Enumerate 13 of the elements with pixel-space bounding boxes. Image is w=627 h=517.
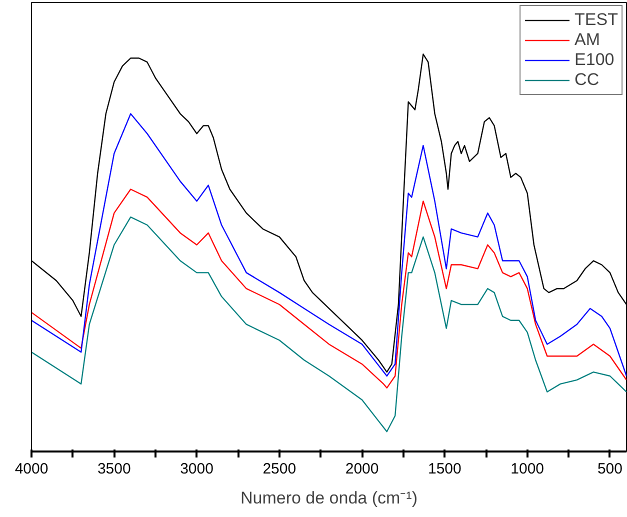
- x-tick-label: 4000: [14, 460, 48, 478]
- x-tick-label: 2000: [345, 460, 379, 478]
- x-tick-label: 2500: [262, 460, 296, 478]
- x-tick-label: 3500: [97, 460, 131, 478]
- legend-label: E100: [574, 50, 614, 70]
- x-axis-title: Numero de onda (cm⁻¹): [240, 488, 418, 508]
- x-tick-label: 3000: [180, 460, 214, 478]
- x-tick-label: 500: [597, 460, 622, 478]
- legend-label: TEST: [574, 10, 618, 30]
- legend-label: AM: [574, 30, 600, 50]
- x-tick-label: 1000: [510, 460, 544, 478]
- x-tick-label: 1500: [428, 460, 462, 478]
- legend-label: CC: [574, 70, 600, 90]
